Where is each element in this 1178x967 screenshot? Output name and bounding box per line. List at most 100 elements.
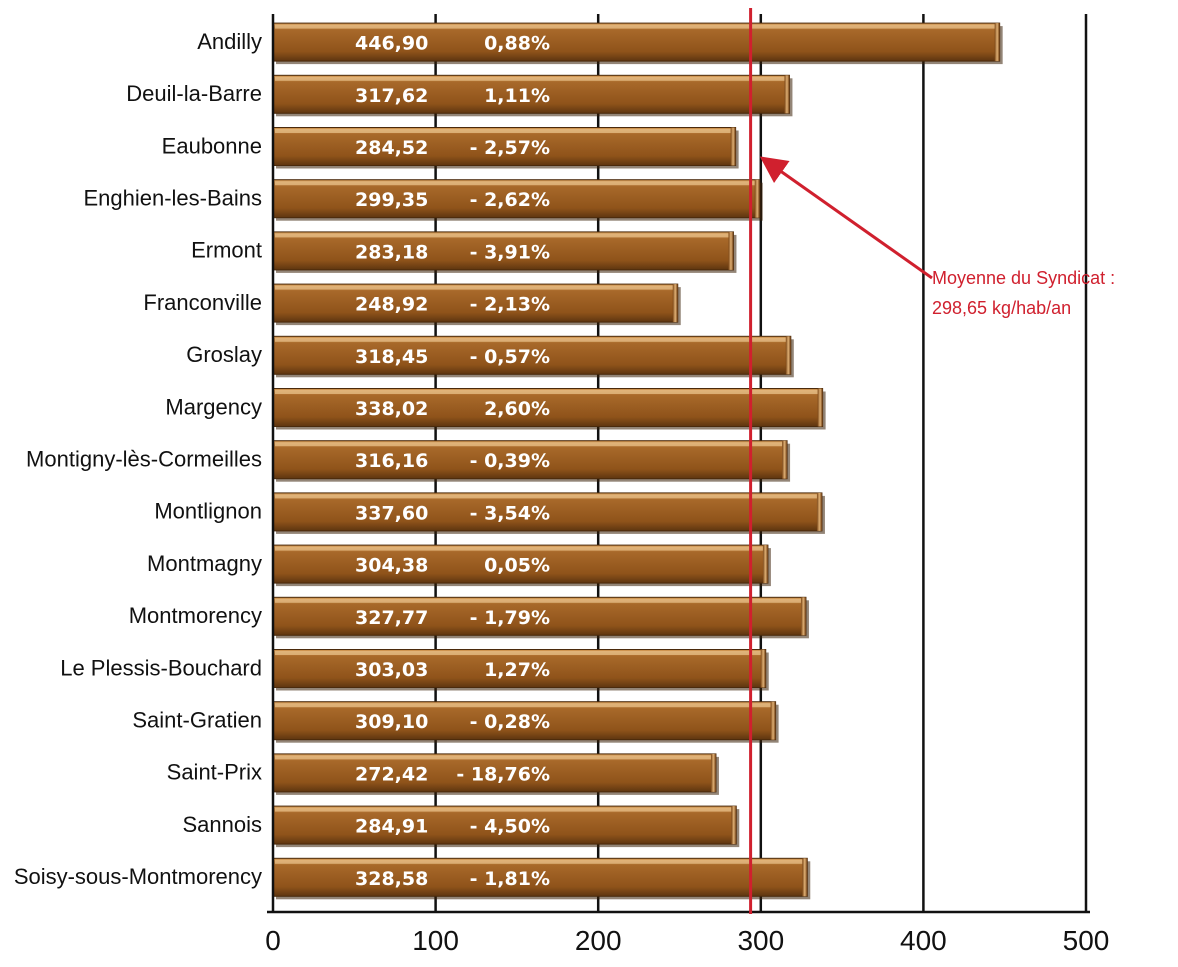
category-label-montmorency: Montmorency <box>129 603 262 628</box>
bar-cap <box>802 858 808 897</box>
bar-highlight <box>275 181 756 186</box>
bar-cap <box>817 388 823 427</box>
bar-cap <box>731 806 737 845</box>
value-label-margency: 338,02 <box>355 398 428 420</box>
bar-cap <box>994 23 1000 62</box>
bar-row-saint-prix: Saint-Prix 272,42 - 18,76% <box>167 753 719 795</box>
change-label-ermont: - 3,91% <box>470 241 550 263</box>
bar-highlight <box>275 442 784 447</box>
reference-annotation: Moyenne du Syndicat : 298,65 kg/hab/an <box>749 8 1115 914</box>
reference-label-line2: 298,65 kg/hab/an <box>932 298 1071 318</box>
category-label-montlignon: Montlignon <box>154 499 262 524</box>
change-label-margency: 2,60% <box>484 398 550 420</box>
bar-row-ermont: Ermont 283,18 - 3,91% <box>191 231 737 273</box>
category-label-margency: Margency <box>165 394 262 419</box>
change-label-eaubonne: - 2,57% <box>470 137 550 159</box>
bars: Andilly 446,90 0,88% Deuil-la-Barre 317,62 1,… <box>14 22 1003 900</box>
reference-arrow <box>759 156 933 280</box>
bar-row-margency: Margency 338,02 2,60% <box>165 388 826 430</box>
value-label-saint-prix: 272,42 <box>355 763 428 785</box>
bar-cap <box>728 231 734 270</box>
x-tick-label-300: 300 <box>737 925 784 956</box>
bar-cap <box>760 649 766 688</box>
bar-row-andilly: Andilly 446,90 0,88% <box>197 22 1003 65</box>
bar-row-saint-gratien: Saint-Gratien 309,10 - 0,28% <box>132 701 779 743</box>
category-label-montmagny: Montmagny <box>147 551 262 576</box>
bar-highlight <box>275 859 804 864</box>
x-tick-label-500: 500 <box>1063 925 1110 956</box>
category-label-le-plessis-bouchard: Le Plessis-Bouchard <box>60 655 262 680</box>
value-label-sannois: 284,91 <box>355 816 428 838</box>
bar-row-eaubonne: Eaubonne 284,52 - 2,57% <box>162 127 739 169</box>
bar-cap <box>785 336 791 375</box>
change-label-montmorency: - 1,79% <box>470 607 550 629</box>
value-label-soisy-sous-montmorency: 328,58 <box>355 868 428 890</box>
bar-cap <box>754 179 760 218</box>
category-label-eaubonne: Eaubonne <box>162 133 262 158</box>
bar-row-montmagny: Montmagny 304,38 0,05% <box>147 544 771 587</box>
bar-row-deuil-la-barre: Deuil-la-Barre 317,62 1,11% <box>126 74 793 117</box>
value-label-andilly: 446,90 <box>355 33 428 55</box>
x-tick-label-0: 0 <box>265 925 281 956</box>
value-label-montmorency: 327,77 <box>355 607 428 629</box>
change-label-enghien-les-bains: - 2,62% <box>470 189 550 211</box>
x-tick-label-100: 100 <box>412 925 459 956</box>
bar-cap <box>710 753 716 792</box>
bar-highlight <box>275 598 802 603</box>
change-label-saint-gratien: - 0,28% <box>470 711 550 733</box>
bar-cap <box>762 545 768 584</box>
bar-row-le-plessis-bouchard: Le Plessis-Bouchard 303,03 1,27% <box>60 649 769 691</box>
value-label-eaubonne: 284,52 <box>355 137 428 159</box>
bar-row-montlignon: Montlignon 337,60 - 3,54% <box>154 492 825 534</box>
bar-highlight <box>275 285 674 290</box>
value-label-montlignon: 337,60 <box>355 502 428 524</box>
value-label-franconville: 248,92 <box>355 294 428 316</box>
bar-highlight <box>275 755 712 760</box>
category-label-franconville: Franconville <box>143 290 262 315</box>
x-tick-label-200: 200 <box>575 925 622 956</box>
change-label-sannois: - 4,50% <box>470 816 550 838</box>
bar-cap <box>784 75 790 114</box>
bar-row-sannois: Sannois 284,91 - 4,50% <box>182 805 740 848</box>
bar-deuil-la-barre <box>272 74 790 114</box>
bar-franconville <box>272 283 679 323</box>
bar-sannois <box>272 805 737 845</box>
value-label-ermont: 283,18 <box>355 241 428 263</box>
value-label-groslay: 318,45 <box>355 346 428 368</box>
category-label-soisy-sous-montmorency: Soisy-sous-Montmorency <box>14 864 262 889</box>
change-label-montmagny: 0,05% <box>484 555 550 577</box>
value-label-saint-gratien: 309,10 <box>355 711 428 733</box>
change-label-montigny-les-cormeilles: - 0,39% <box>470 450 550 472</box>
bar-highlight <box>275 337 787 342</box>
bar-row-montmorency: Montmorency 327,77 - 1,79% <box>129 596 809 639</box>
bar-montmorency <box>272 596 807 636</box>
bar-row-groslay: Groslay 318,45 - 0,57% <box>186 335 794 378</box>
change-label-montlignon: - 3,54% <box>470 502 550 524</box>
bar-highlight <box>275 807 733 812</box>
bar-highlight <box>275 129 732 133</box>
value-label-le-plessis-bouchard: 303,03 <box>355 659 428 681</box>
value-label-enghien-les-bains: 299,35 <box>355 189 428 211</box>
category-label-deuil-la-barre: Deuil-la-Barre <box>126 81 262 106</box>
category-label-saint-prix: Saint-Prix <box>167 760 262 785</box>
bar-row-franconville: Franconville 248,92 - 2,13% <box>143 283 681 326</box>
bar-groslay <box>272 335 792 375</box>
bar-soisy-sous-montmorency <box>272 857 808 897</box>
category-label-enghien-les-bains: Enghien-les-Bains <box>83 186 262 211</box>
category-label-ermont: Ermont <box>191 238 262 263</box>
bar-cap <box>730 127 736 166</box>
bar-margency <box>272 388 824 427</box>
bar-row-montigny-les-cormeilles: Montigny-lès-Cormeilles 316,16 - 0,39% <box>26 440 791 482</box>
reference-label-line1: Moyenne du Syndicat : <box>932 268 1115 288</box>
category-label-groslay: Groslay <box>186 342 262 367</box>
bar-saint-prix <box>272 753 717 793</box>
value-label-montigny-les-cormeilles: 316,16 <box>355 450 428 472</box>
x-tick-label-400: 400 <box>900 925 947 956</box>
change-label-soisy-sous-montmorency: - 1,81% <box>470 868 550 890</box>
bar-cap <box>816 492 822 531</box>
change-label-groslay: - 0,57% <box>470 346 550 368</box>
bar-highlight <box>275 703 772 708</box>
bar-highlight <box>275 24 996 29</box>
bar-row-soisy-sous-montmorency: Soisy-sous-Montmorency 328,58 - 1,81% <box>14 857 811 900</box>
